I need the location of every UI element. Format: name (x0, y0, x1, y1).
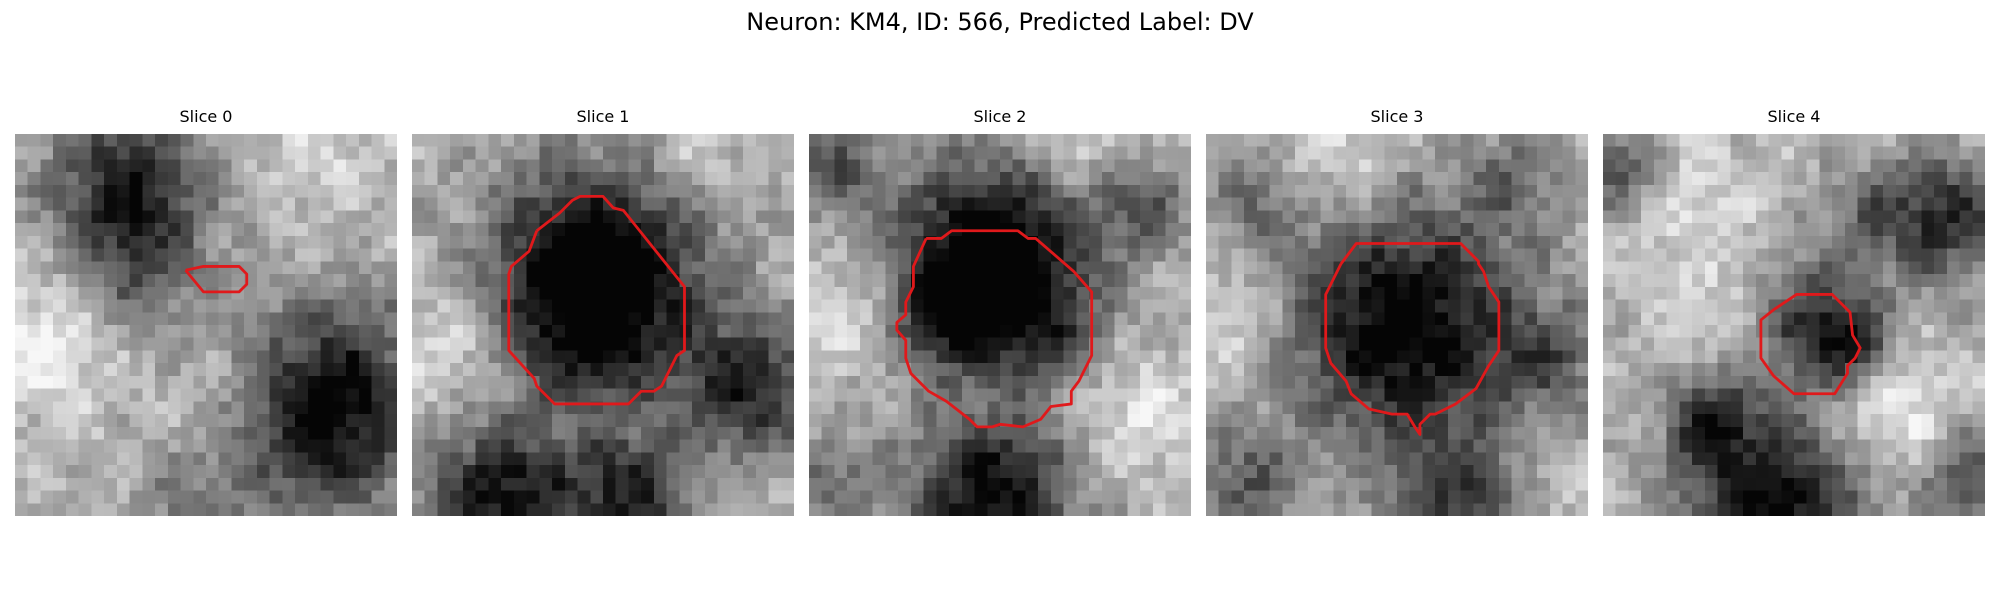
roi-outline (1759, 293, 1862, 396)
slice-title: Slice 1 (576, 107, 630, 126)
slice-panel-3: Slice 3 (1206, 106, 1588, 516)
roi-outline (895, 229, 1094, 429)
slice-panel-0: Slice 0 (15, 106, 397, 516)
roi-outline (184, 265, 249, 294)
figure-title: Neuron: KM4, ID: 566, Predicted Label: D… (746, 8, 1254, 36)
roi-outline (1324, 242, 1501, 436)
slice-panel-2: Slice 2 (809, 106, 1191, 516)
slice-panel-4: Slice 4 (1603, 106, 1985, 516)
roi-outline (507, 194, 686, 406)
slice-panel-1: Slice 1 (412, 106, 794, 516)
slice-title: Slice 0 (179, 107, 233, 126)
slice-image (15, 134, 397, 516)
slice-image (809, 134, 1191, 516)
slice-image (412, 134, 794, 516)
slice-image (1603, 134, 1985, 516)
slice-image (1206, 134, 1588, 516)
slice-title: Slice 2 (973, 107, 1027, 126)
slice-title: Slice 4 (1767, 107, 1821, 126)
slice-title: Slice 3 (1370, 107, 1424, 126)
